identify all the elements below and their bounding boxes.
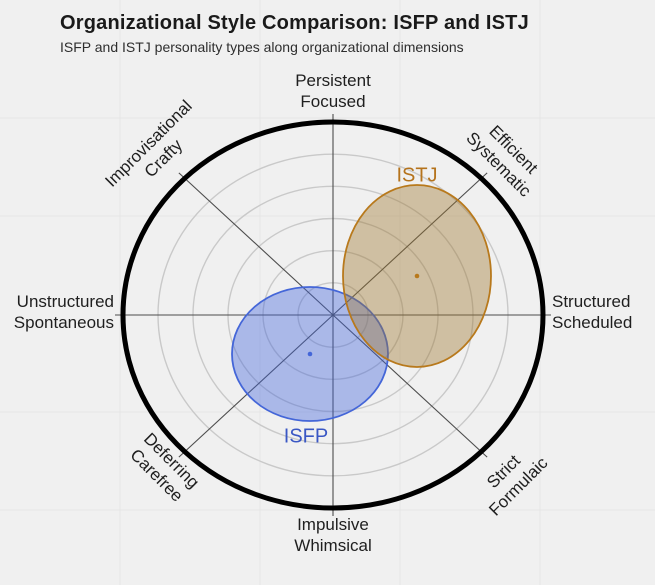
axis-label-line: Scheduled xyxy=(552,313,633,332)
axis-label-line: Whimsical xyxy=(294,536,372,555)
axis-label-line: Spontaneous xyxy=(13,313,114,332)
series-label-istj: ISTJ xyxy=(396,164,438,187)
chart-subtitle: ISFP and ISTJ personality types along or… xyxy=(60,39,464,55)
chart-title: Organizational Style Comparison: ISFP an… xyxy=(60,12,529,34)
axis-label-persistent-focused: Persistent Focused xyxy=(295,70,371,112)
axis-label-line: Persistent xyxy=(295,71,371,90)
axis-label-impulsive-whimsical: Impulsive Whimsical xyxy=(294,514,371,556)
axis-label-line: Structured xyxy=(552,292,631,311)
axis-label-line: Focused xyxy=(300,92,366,111)
axis-label-unstructured-spontaneous: Unstructured Spontaneous xyxy=(14,291,114,333)
axis-label-structured-scheduled: Structured Scheduled xyxy=(552,291,632,333)
axis-label-line: Impulsive xyxy=(297,515,369,534)
series-label-isfp: ISFP xyxy=(283,425,329,448)
axis-label-line: Unstructured xyxy=(16,292,114,311)
